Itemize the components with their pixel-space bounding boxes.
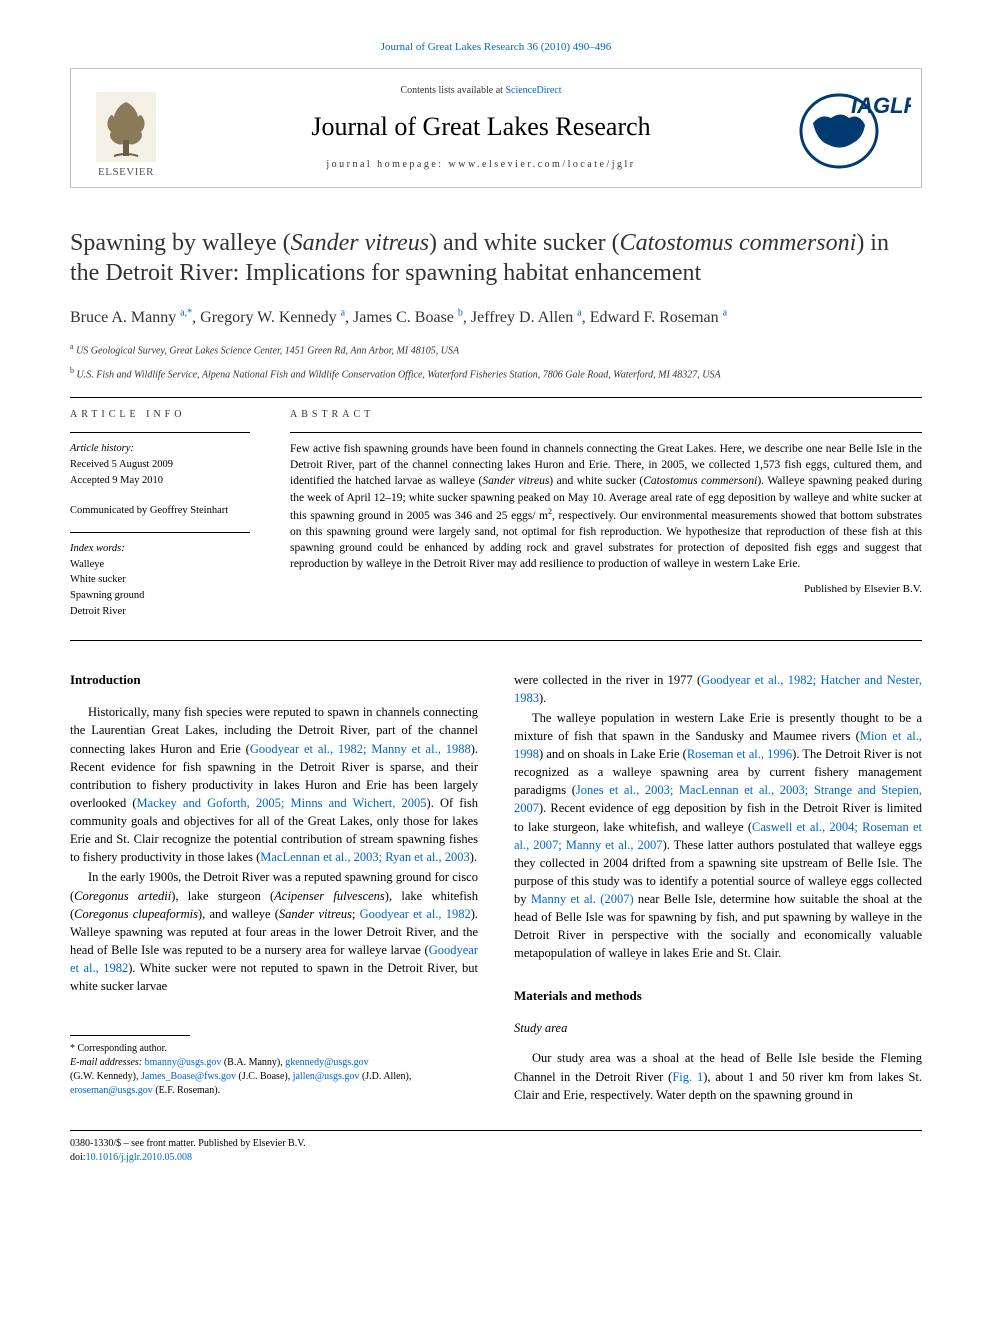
article-info-label: ARTICLE INFO — [70, 408, 250, 423]
email-link[interactable]: jallen@usgs.gov — [293, 1071, 360, 1082]
email-link[interactable]: bmanny@usgs.gov — [145, 1057, 222, 1068]
footnote-divider — [70, 1035, 190, 1036]
society-logo-block: IAGLR — [781, 69, 921, 187]
body-paragraph: The walleye population in western Lake E… — [514, 709, 922, 963]
author: Jeffrey D. Allen a — [471, 309, 582, 326]
citation-link[interactable]: Mackey and Goforth, 2005; Minns and Wich… — [137, 796, 427, 810]
index-word: Walleye — [70, 557, 250, 573]
doi-line: doi:10.1016/j.jglr.2010.05.008 — [70, 1151, 922, 1165]
index-words-block: Index words: Walleye White sucker Spawni… — [70, 532, 250, 620]
abstract-text: Few active fish spawning grounds have be… — [290, 432, 922, 572]
svg-text:IAGLR: IAGLR — [851, 93, 911, 118]
affiliation: b U.S. Fish and Wildlife Service, Alpena… — [70, 365, 922, 383]
journal-homepage: journal homepage: www.elsevier.com/locat… — [326, 158, 635, 173]
published-by: Published by Elsevier B.V. — [290, 582, 922, 598]
index-heading: Index words: — [70, 541, 250, 557]
abstract-column: ABSTRACT Few active fish spawning ground… — [290, 408, 922, 634]
publisher-logo-block: ELSEVIER — [71, 69, 181, 187]
email-addresses: E-mail addresses: bmanny@usgs.gov (B.A. … — [70, 1056, 478, 1098]
body-paragraph: In the early 1900s, the Detroit River wa… — [70, 868, 478, 995]
study-area-heading: Study area — [514, 1019, 922, 1037]
index-word: Spawning ground — [70, 588, 250, 604]
citation-link[interactable]: Goodyear et al., 1982; Manny et al., 198… — [250, 742, 471, 756]
author: Bruce A. Manny a,* — [70, 309, 192, 326]
body-paragraph: Our study area was a shoal at the head o… — [514, 1049, 922, 1103]
citation-link[interactable]: Manny et al. (2007) — [531, 892, 634, 906]
journal-name: Journal of Great Lakes Research — [311, 108, 650, 146]
author: Gregory W. Kennedy a — [200, 309, 345, 326]
article-info-column: ARTICLE INFO Article history: Received 5… — [70, 408, 250, 634]
email-link[interactable]: James_Boase@fws.gov — [141, 1071, 236, 1082]
abstract-label: ABSTRACT — [290, 408, 922, 423]
body-two-column: Introduction Historically, many fish spe… — [70, 671, 922, 1106]
publisher-name: ELSEVIER — [98, 165, 154, 181]
corresponding-author: * Corresponding author. — [70, 1042, 478, 1056]
body-paragraph: were collected in the river in 1977 (Goo… — [514, 671, 922, 707]
body-left-column: Introduction Historically, many fish spe… — [70, 671, 478, 1106]
history-heading: Article history: — [70, 441, 250, 457]
header-center: Contents lists available at ScienceDirec… — [181, 69, 781, 187]
communicated-by: Communicated by Geoffrey Steinhart — [70, 503, 250, 518]
contents-prefix: Contents lists available at — [400, 85, 505, 96]
author-list: Bruce A. Manny a,*, Gregory W. Kennedy a… — [70, 306, 922, 329]
iaglr-logo-icon: IAGLR — [791, 83, 911, 173]
introduction-heading: Introduction — [70, 671, 478, 690]
journal-header-box: ELSEVIER Contents lists available at Sci… — [70, 68, 922, 188]
journal-citation: Journal of Great Lakes Research 36 (2010… — [70, 40, 922, 56]
divider — [70, 397, 922, 398]
author: James C. Boase b — [353, 309, 463, 326]
body-right-column: were collected in the river in 1977 (Goo… — [514, 671, 922, 1106]
author: Edward F. Roseman a — [590, 309, 727, 326]
divider — [70, 640, 922, 641]
contents-lists-line: Contents lists available at ScienceDirec… — [400, 84, 561, 99]
figure-link[interactable]: Fig. 1 — [672, 1070, 703, 1084]
accepted-date: Accepted 9 May 2010 — [70, 473, 250, 489]
article-history: Article history: Received 5 August 2009 … — [70, 432, 250, 488]
received-date: Received 5 August 2009 — [70, 457, 250, 473]
page-footer: 0380-1330/$ – see front matter. Publishe… — [70, 1130, 922, 1165]
citation-link[interactable]: MacLennan et al., 2003; Ryan et al., 200… — [260, 850, 470, 864]
email-link[interactable]: eroseman@usgs.gov — [70, 1085, 153, 1096]
index-word: White sucker — [70, 572, 250, 588]
body-paragraph: Historically, many fish species were rep… — [70, 703, 478, 866]
doi-link[interactable]: 10.1016/j.jglr.2010.05.008 — [86, 1152, 192, 1163]
issn-line: 0380-1330/$ – see front matter. Publishe… — [70, 1137, 922, 1151]
elsevier-tree-icon — [96, 92, 156, 162]
citation-link[interactable]: Roseman et al., 1996 — [687, 747, 792, 761]
article-title: Spawning by walleye (Sander vitreus) and… — [70, 228, 922, 288]
materials-methods-heading: Materials and methods — [514, 987, 922, 1006]
journal-citation-link[interactable]: Journal of Great Lakes Research 36 (2010… — [381, 41, 612, 53]
sciencedirect-link[interactable]: ScienceDirect — [505, 85, 561, 96]
index-word: Detroit River — [70, 604, 250, 620]
email-link[interactable]: gkennedy@usgs.gov — [285, 1057, 368, 1068]
citation-link[interactable]: Goodyear et al., 1982 — [360, 907, 471, 921]
affiliation: a US Geological Survey, Great Lakes Scie… — [70, 341, 922, 359]
footnotes: * Corresponding author. E-mail addresses… — [70, 1042, 478, 1098]
